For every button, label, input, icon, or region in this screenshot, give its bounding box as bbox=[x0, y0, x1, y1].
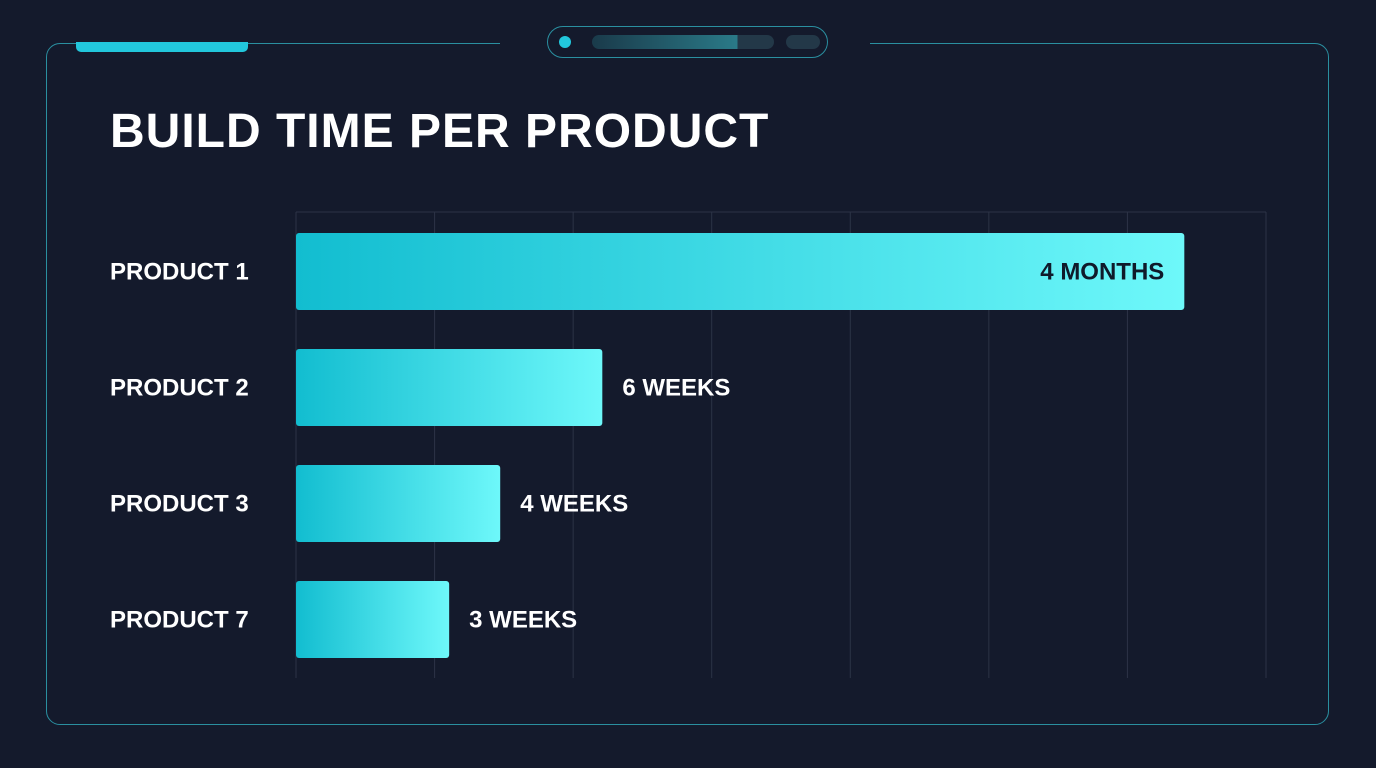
accent-tab bbox=[76, 42, 248, 52]
category-label: PRODUCT 7 bbox=[110, 607, 249, 634]
bar bbox=[296, 349, 603, 426]
category-label: PRODUCT 1 bbox=[110, 259, 249, 286]
bar bbox=[296, 233, 1185, 310]
status-dot-icon bbox=[559, 36, 571, 48]
category-label: PRODUCT 3 bbox=[110, 491, 249, 518]
data-label: 6 WEEKS bbox=[622, 375, 730, 402]
progress-bar bbox=[592, 35, 774, 49]
data-label: 3 WEEKS bbox=[469, 607, 577, 634]
data-label: 4 MONTHS bbox=[1040, 259, 1164, 286]
chart-title: BUILD TIME PER PRODUCT bbox=[110, 105, 770, 158]
bar bbox=[296, 581, 450, 658]
header-progress-pill bbox=[547, 26, 828, 58]
data-label: 4 WEEKS bbox=[520, 491, 628, 518]
category-label: PRODUCT 2 bbox=[110, 375, 249, 402]
bar bbox=[296, 465, 501, 542]
progress-bar-secondary bbox=[786, 35, 820, 49]
